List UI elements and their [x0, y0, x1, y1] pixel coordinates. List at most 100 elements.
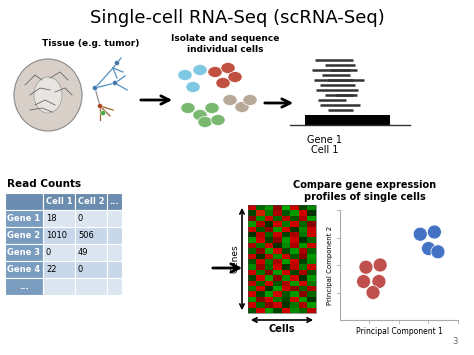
- Bar: [265, 237, 273, 243]
- Bar: [265, 211, 273, 216]
- Bar: [75, 244, 107, 261]
- Bar: [248, 291, 256, 297]
- Bar: [75, 227, 107, 244]
- Bar: [273, 302, 282, 307]
- Ellipse shape: [205, 103, 219, 114]
- Bar: [282, 232, 291, 237]
- Bar: [107, 227, 122, 244]
- Bar: [299, 307, 308, 313]
- Bar: [273, 232, 282, 237]
- Bar: [265, 286, 273, 291]
- Bar: [265, 264, 273, 270]
- Bar: [308, 297, 316, 302]
- Bar: [256, 226, 265, 232]
- Bar: [248, 205, 316, 313]
- Bar: [282, 286, 291, 291]
- Bar: [282, 264, 291, 270]
- Bar: [291, 280, 299, 286]
- Bar: [282, 259, 291, 264]
- Bar: [43, 278, 75, 295]
- Bar: [265, 280, 273, 286]
- Bar: [291, 291, 299, 297]
- Bar: [248, 216, 256, 221]
- Bar: [256, 259, 265, 264]
- Bar: [5, 193, 43, 210]
- Text: 3: 3: [453, 338, 458, 346]
- Bar: [43, 193, 75, 210]
- Bar: [75, 278, 107, 295]
- Circle shape: [366, 285, 380, 300]
- Bar: [299, 211, 308, 216]
- Text: Gene 2: Gene 2: [8, 231, 41, 240]
- Bar: [273, 226, 282, 232]
- Bar: [308, 291, 316, 297]
- Bar: [282, 237, 291, 243]
- Bar: [256, 248, 265, 253]
- Bar: [308, 211, 316, 216]
- Bar: [291, 270, 299, 275]
- Bar: [265, 291, 273, 297]
- Bar: [308, 226, 316, 232]
- Bar: [291, 297, 299, 302]
- Bar: [265, 302, 273, 307]
- Bar: [107, 244, 122, 261]
- Circle shape: [421, 241, 436, 256]
- Circle shape: [98, 104, 102, 109]
- Circle shape: [100, 110, 106, 115]
- Bar: [248, 270, 256, 275]
- Text: Cells: Cells: [269, 324, 295, 334]
- Bar: [299, 221, 308, 226]
- Bar: [291, 286, 299, 291]
- Bar: [308, 280, 316, 286]
- Bar: [282, 221, 291, 226]
- Text: 506: 506: [78, 231, 94, 240]
- Bar: [299, 232, 308, 237]
- Bar: [308, 307, 316, 313]
- Bar: [299, 226, 308, 232]
- Bar: [273, 216, 282, 221]
- Bar: [5, 244, 43, 261]
- Bar: [256, 211, 265, 216]
- Bar: [256, 286, 265, 291]
- Bar: [282, 297, 291, 302]
- Bar: [265, 307, 273, 313]
- Bar: [248, 286, 256, 291]
- Bar: [308, 270, 316, 275]
- Bar: [299, 243, 308, 248]
- Bar: [308, 248, 316, 253]
- Circle shape: [359, 260, 373, 274]
- Bar: [308, 243, 316, 248]
- Text: Cell 2: Cell 2: [78, 197, 104, 206]
- Bar: [291, 307, 299, 313]
- Text: 1010: 1010: [46, 231, 67, 240]
- Bar: [75, 261, 107, 278]
- Circle shape: [413, 227, 427, 241]
- Bar: [273, 297, 282, 302]
- Bar: [291, 253, 299, 259]
- Bar: [308, 302, 316, 307]
- Bar: [248, 280, 256, 286]
- Bar: [299, 302, 308, 307]
- Ellipse shape: [181, 103, 195, 114]
- Bar: [256, 270, 265, 275]
- Bar: [282, 270, 291, 275]
- Bar: [248, 248, 256, 253]
- Bar: [248, 221, 256, 226]
- Bar: [273, 205, 282, 211]
- Bar: [248, 237, 256, 243]
- Ellipse shape: [193, 109, 207, 120]
- Bar: [75, 193, 107, 210]
- Bar: [308, 286, 316, 291]
- Bar: [265, 216, 273, 221]
- Text: ...: ...: [19, 282, 29, 291]
- Bar: [291, 275, 299, 280]
- Bar: [308, 259, 316, 264]
- Circle shape: [356, 274, 371, 289]
- Bar: [248, 307, 256, 313]
- Bar: [299, 291, 308, 297]
- Bar: [273, 280, 282, 286]
- Text: Compare gene expression
profiles of single cells: Compare gene expression profiles of sing…: [293, 180, 437, 202]
- Circle shape: [431, 245, 445, 259]
- Bar: [5, 278, 43, 295]
- Ellipse shape: [208, 66, 222, 77]
